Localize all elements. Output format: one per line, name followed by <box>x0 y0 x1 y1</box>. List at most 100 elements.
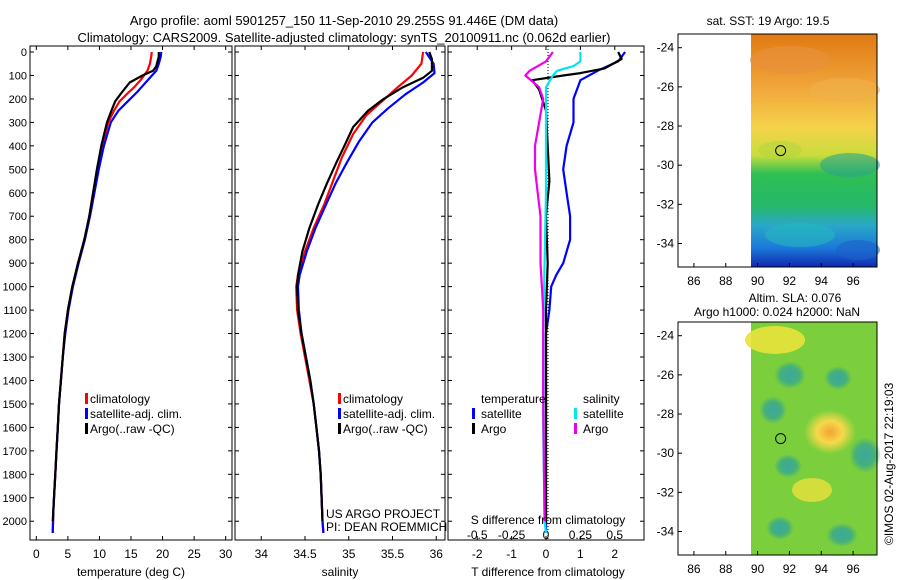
sla-map-subtitle: Argo h1000: 0.024 h2000: NaN <box>694 305 860 319</box>
sst-map-title: sat. SST: 19 Argo: 19.5 <box>707 14 830 28</box>
sst-cool-patch <box>820 153 880 177</box>
depth-tick-label: 1100 <box>3 305 27 317</box>
figure-title-line1: Argo profile: aoml 5901257_150 11-Sep-20… <box>130 13 558 28</box>
salinity-panel: 34 34.5 35 35.5 36 salinity climatology sate… <box>234 45 447 579</box>
lat-tick-label: -32 <box>657 197 675 211</box>
temperature-x-label: temperature (deg C) <box>77 565 185 579</box>
legend-temp-satellite-swatch <box>472 408 475 419</box>
sst-map: sat. SST: 19 Argo: 19.5 -24-26-28-30-32-… <box>657 14 880 288</box>
s-diff-tick-label: -0.25 <box>498 528 526 542</box>
t-diff-tick-label: 2 <box>611 547 618 561</box>
x-tick-label: 10 <box>93 547 107 561</box>
lon-tick-label: 88 <box>719 562 733 576</box>
depth-tick-label: 1300 <box>3 352 27 364</box>
lat-tick-label: -26 <box>657 368 675 382</box>
t-diff-tick-label: -2 <box>472 547 483 561</box>
sla-low-patch <box>774 454 802 478</box>
lat-tick-label: -24 <box>657 329 675 343</box>
depth-tick-label: 1000 <box>3 282 27 294</box>
x-tick-label: 20 <box>156 547 170 561</box>
x-tick-label: 34.5 <box>293 547 317 561</box>
depth-tick-label: 1200 <box>3 329 27 341</box>
legend-salinity-header: salinity <box>583 392 620 406</box>
legend-sal-argo-label: Argo <box>583 422 609 436</box>
s-diff-tick-label: 0.25 <box>569 528 593 542</box>
legend-argo-swatch <box>85 423 88 434</box>
legend-temp-satellite-label: satellite <box>481 407 522 421</box>
sla-low-patch <box>766 516 794 540</box>
depth-tick-label: 600 <box>9 188 27 200</box>
salinity-plot-frame <box>234 45 446 541</box>
lat-tick-label: -26 <box>657 80 675 94</box>
temperature-plot-frame <box>29 45 233 541</box>
s-diff-tick-label: 0.5 <box>606 528 623 542</box>
sla-low-patch <box>849 437 881 473</box>
depth-tick-label: 1700 <box>3 446 27 458</box>
lat-tick-label: -28 <box>657 407 675 421</box>
legend-climatology-swatch <box>338 393 341 404</box>
sla-high-patch <box>792 478 832 502</box>
sst-front-patch <box>758 141 802 159</box>
salinity-x-axis: 34 34.5 35 35.5 36 <box>255 46 444 561</box>
depth-tick-label: 1400 <box>3 375 27 387</box>
x-tick-label: 36 <box>430 547 444 561</box>
temperature-depth-axis: 0 100 200 300 400 500 600 700 800 900 1000 1100 1200… <box>3 47 232 528</box>
sst-lon-axis: 86 88 90 92 94 96 <box>687 263 860 288</box>
sst-lat-axis: -24 -26 -28 -30 -32 -34 <box>657 41 682 251</box>
float-position-marker <box>775 433 787 445</box>
x-tick-label: 0 <box>33 547 40 561</box>
legend-satellite-label: satellite-adj. clim. <box>90 407 182 421</box>
lat-tick-label: -34 <box>657 237 675 251</box>
lon-tick-label: 86 <box>687 562 701 576</box>
x-tick-label: 25 <box>187 547 201 561</box>
x-tick-label: 35 <box>342 547 356 561</box>
x-tick-label: 15 <box>124 547 138 561</box>
sla-map-frame <box>677 321 878 556</box>
temperature-x-axis: 0 5 10 15 20 25 30 <box>33 46 233 561</box>
depth-tick-label: 1500 <box>3 399 27 411</box>
lat-tick-label: -28 <box>657 119 675 133</box>
depth-tick-label: 300 <box>9 117 27 129</box>
s-diff-tick-label: 0 <box>543 528 550 542</box>
x-tick-label: 5 <box>65 547 72 561</box>
legend-argo-swatch <box>338 423 341 434</box>
sst-warm-patch <box>750 46 830 74</box>
difference-panel: -2 -1 0 1 2 -0.5 -0.25 0 0.25 0.5 S difference fr… <box>447 45 645 579</box>
difference-series <box>524 51 626 534</box>
depth-tick-label: 700 <box>9 211 27 223</box>
depth-tick-label: 100 <box>9 70 27 82</box>
lon-tick-label: 92 <box>783 274 797 288</box>
float-position-marker <box>775 145 787 157</box>
lon-tick-label: 94 <box>815 274 829 288</box>
profile-line-climatology <box>295 51 425 534</box>
sla-low-patch <box>774 361 806 389</box>
project-name: US ARGO PROJECT <box>326 507 441 521</box>
legend-climatology-label: climatology <box>343 392 403 406</box>
profile-line-satellite-adj-clim <box>296 51 436 534</box>
s-diff-tick-label: -0.5 <box>467 528 488 542</box>
legend-temp-argo-label: Argo <box>481 422 507 436</box>
legend-climatology-label: climatology <box>90 392 150 406</box>
sla-high-patch <box>745 326 805 354</box>
sla-lon-axis: 86 88 90 92 94 96 <box>687 551 860 576</box>
lat-tick-label: -30 <box>657 158 675 172</box>
legend-argo-label: Argo(..raw -QC) <box>343 422 428 436</box>
salinity-legend: climatology satellite-adj. clim. Argo(..… <box>338 392 435 436</box>
lat-tick-label: -30 <box>657 446 675 460</box>
depth-tick-label: 1800 <box>3 469 27 481</box>
lon-tick-label: 86 <box>687 274 701 288</box>
sla-low-patch <box>759 396 787 424</box>
salinity-series <box>295 51 436 534</box>
profile-line-climatology <box>51 51 153 534</box>
lon-tick-label: 92 <box>783 562 797 576</box>
t-difference-label: T difference from climatology <box>471 565 625 579</box>
sst-cool-patch <box>765 223 835 247</box>
x-tick-label: 30 <box>219 547 233 561</box>
difference-x-axis: -2 -1 0 1 2 -0.5 -0.25 0 0.25 0.5 <box>467 46 623 561</box>
imos-credit: ©IMOS 02-Aug-2017 22:19:03 <box>882 382 896 545</box>
difference-line-salinity-argo <box>524 51 554 522</box>
salinity-depth-ticks <box>235 51 445 522</box>
lon-tick-label: 90 <box>751 562 765 576</box>
lon-tick-label: 88 <box>719 274 733 288</box>
depth-tick-label: 400 <box>9 141 27 153</box>
